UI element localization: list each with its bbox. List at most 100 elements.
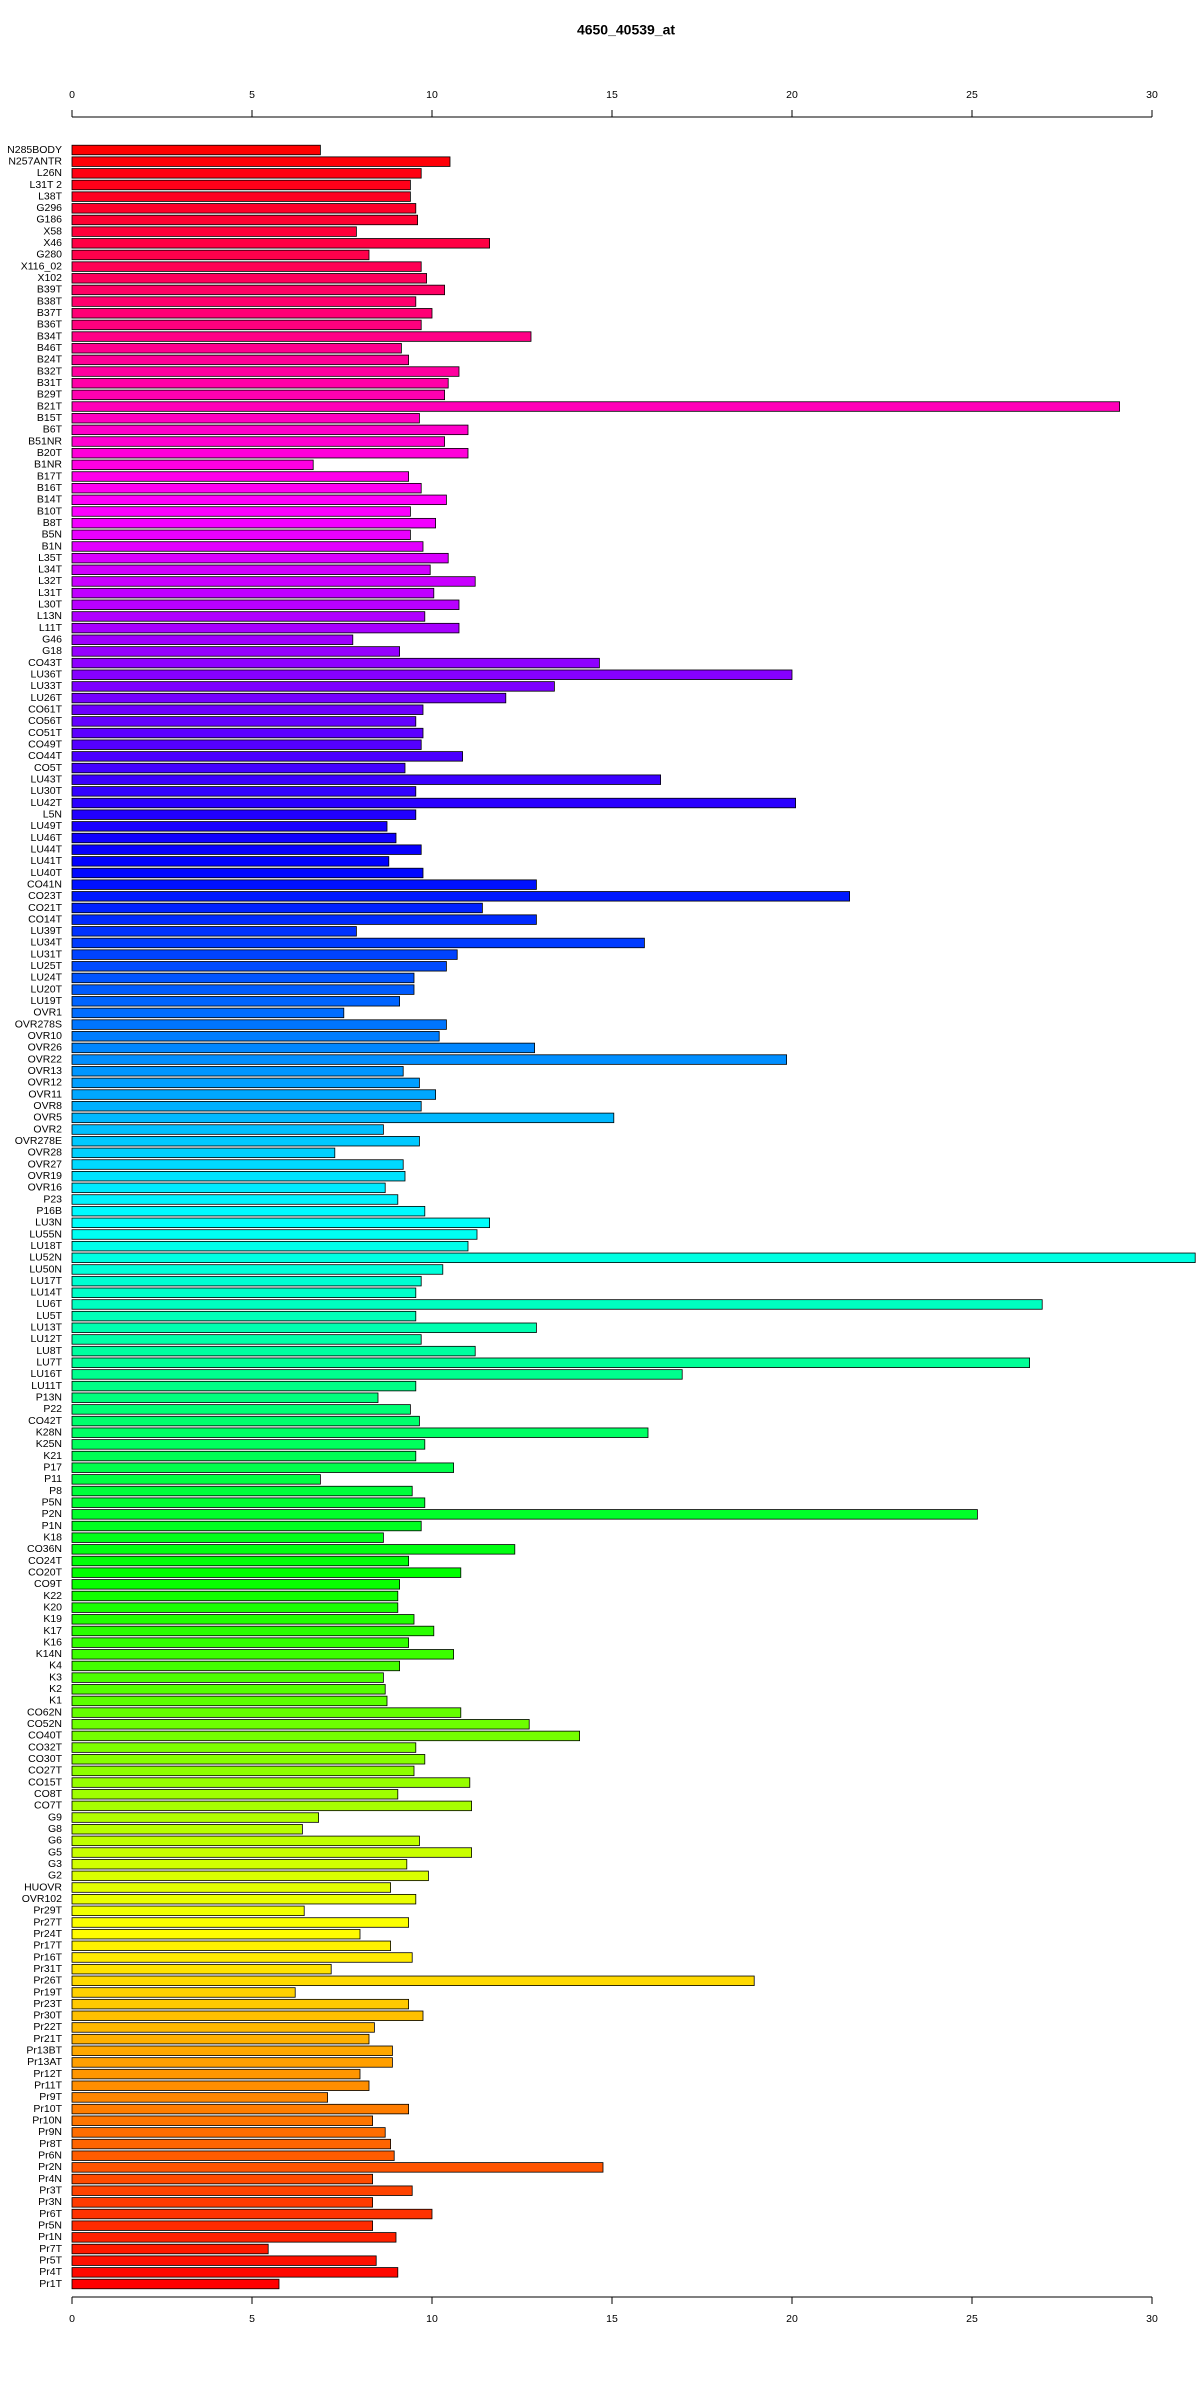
y-tick-label: LU52N — [29, 1252, 62, 1264]
y-tick-label: P13N — [36, 1392, 62, 1404]
bar — [71, 2115, 374, 2126]
bar — [71, 1205, 426, 1217]
bar — [71, 2185, 413, 2196]
bar — [71, 1159, 404, 1170]
bar — [71, 774, 661, 785]
y-tick-label: P16B — [36, 1205, 62, 1217]
bar — [71, 1625, 435, 1637]
bar — [71, 1322, 537, 1333]
bar — [71, 669, 793, 680]
y-tick-label: CO44T — [28, 750, 62, 762]
y-tick-label: CO51T — [28, 727, 62, 739]
y-tick-label: LU12T — [30, 1333, 62, 1345]
bar — [71, 541, 424, 552]
y-tick-label: LU39T — [30, 925, 62, 937]
y-tick-label: CO27T — [28, 1765, 62, 1777]
y-tick-label: OVR11 — [28, 1088, 62, 1100]
y-tick-label: Pr24T — [33, 1928, 62, 1940]
y-tick-label: K17 — [43, 1625, 62, 1637]
bar — [71, 1019, 447, 1030]
y-tick-label: CO21T — [28, 902, 62, 914]
bar — [71, 1042, 536, 1054]
bar — [71, 436, 446, 447]
bar — [71, 821, 388, 832]
bar — [71, 354, 410, 366]
y-tick-label: LU20T — [30, 983, 62, 995]
y-tick-label: K16 — [43, 1636, 62, 1648]
y-tick-label: LU42T — [30, 797, 62, 809]
y-tick-label: B46T — [37, 342, 63, 354]
y-tick-label: X46 — [43, 237, 62, 249]
y-tick-label: CO23T — [28, 890, 62, 902]
bar — [71, 1637, 410, 1648]
y-tick-label: CO24T — [28, 1555, 62, 1567]
bar — [71, 1089, 437, 1100]
bar — [71, 2197, 374, 2208]
y-tick-label: LU7T — [36, 1357, 62, 1369]
y-tick-label: CO15T — [28, 1776, 62, 1788]
bar — [71, 401, 1120, 412]
y-tick-label: Pr23T — [33, 1998, 62, 2010]
y-tick-label: Pr8T — [39, 2138, 62, 2150]
bar — [71, 1602, 399, 1613]
y-tick-label: K19 — [43, 1613, 62, 1625]
bar — [71, 1835, 420, 1847]
y-tick-label: OVR27 — [28, 1158, 63, 1170]
bar — [71, 1509, 978, 1520]
bar — [71, 308, 433, 319]
bar — [71, 1380, 417, 1392]
y-tick-label: G5 — [48, 1846, 62, 1858]
x-tick-label: 5 — [249, 89, 255, 101]
y-tick-label: Pr26T — [33, 1975, 62, 1987]
bar — [71, 1975, 755, 1986]
bar — [71, 2232, 397, 2243]
bar — [71, 599, 460, 610]
bar — [71, 1649, 455, 1660]
y-tick-label: G18 — [42, 645, 62, 657]
bar — [71, 961, 447, 972]
bar — [71, 879, 537, 890]
bar — [71, 471, 410, 482]
y-tick-label: B21T — [37, 400, 63, 412]
bar — [71, 797, 796, 809]
bar — [71, 1520, 422, 1532]
y-tick-label: L38T — [38, 190, 63, 202]
bar — [71, 1579, 401, 1590]
y-tick-label: Pr13AT — [27, 2056, 62, 2068]
y-tick-label: G186 — [36, 214, 62, 226]
y-tick-label: CO32T — [28, 1741, 62, 1753]
y-tick-label: L13N — [37, 610, 62, 622]
bar — [71, 2068, 361, 2080]
y-tick-label: LU40T — [30, 867, 62, 879]
y-tick-label: OVR16 — [28, 1182, 63, 1194]
x-tick-label: 20 — [786, 89, 798, 101]
bar — [71, 1905, 305, 1917]
bar — [71, 576, 476, 587]
bar — [71, 1369, 683, 1380]
bar — [71, 587, 435, 599]
y-tick-label: L11T — [39, 622, 63, 634]
y-tick-label: K28N — [36, 1427, 62, 1439]
bar — [71, 1439, 426, 1450]
bar — [71, 273, 428, 284]
bar — [71, 1847, 473, 1858]
y-tick-label: P11 — [44, 1473, 62, 1485]
y-tick-label: N285BODY — [7, 144, 62, 156]
x-tick-label: 10 — [426, 2313, 438, 2325]
y-tick-label: N257ANTR — [8, 155, 62, 167]
y-tick-label: OVR12 — [28, 1077, 63, 1089]
y-tick-label: L31T — [38, 587, 63, 599]
bar — [71, 529, 411, 541]
bar — [71, 1066, 404, 1077]
bar — [71, 2278, 280, 2290]
bar — [71, 1940, 392, 1952]
bar — [71, 1789, 399, 1800]
y-tick-label: LU36T — [30, 669, 62, 681]
bar — [71, 2010, 424, 2021]
y-tick-label: Pr29T — [33, 1905, 62, 1917]
bar — [71, 1567, 462, 1578]
bar — [71, 343, 402, 354]
bar — [71, 2220, 374, 2231]
bar — [71, 1730, 581, 1742]
